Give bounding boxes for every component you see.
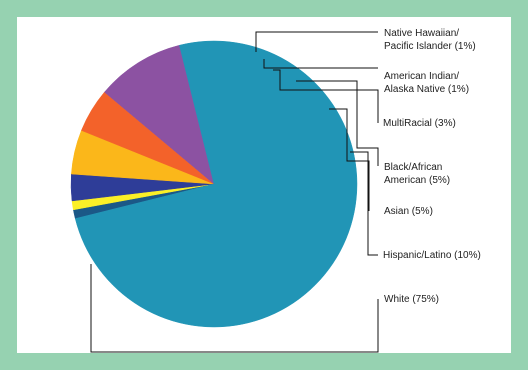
slice-label-1: American Indian/Alaska Native (1%) (384, 71, 469, 95)
slice-label-3: Black/African American (5%) (384, 162, 450, 186)
slice-label-line: Pacific Islander (1%) (384, 41, 476, 52)
leader-lines (90, 31, 379, 353)
slice-label-line: Asian (5%) (384, 206, 433, 217)
slice-label-6: White (75%) (384, 294, 439, 305)
slice-label-line: White (75%) (384, 294, 439, 305)
slice-label-0: Native Hawaiian/Pacific Islander (1%) (384, 28, 476, 52)
slice-label-2: MultiRacial (3%) (383, 118, 456, 129)
slice-label-line: MultiRacial (3%) (383, 118, 456, 129)
leader-line-3 (296, 80, 379, 166)
leader-line-4 (329, 108, 370, 211)
slice-label-line: Native Hawaiian/ (384, 28, 459, 39)
slice-label-line: Hispanic/Latino (10%) (383, 250, 481, 261)
leader-line-5 (350, 151, 378, 256)
slice-label-line: Alaska Native (1%) (384, 84, 469, 95)
pie-slice-5 (104, 44, 215, 185)
slice-label-line: American Indian/ (384, 71, 459, 82)
slice-label-line: American (5%) (384, 175, 450, 186)
leader-line-6 (90, 264, 379, 353)
leader-line-2 (273, 69, 379, 123)
slice-labels: Native Hawaiian/Pacific Islander (1%) Ame… (383, 28, 481, 305)
leader-line-0 (255, 31, 378, 52)
leader-line-1 (263, 59, 378, 69)
pie-slice-6 (74, 40, 358, 328)
slice-label-4: Asian (5%) (384, 206, 433, 217)
slice-label-5: Hispanic/Latino (10%) (383, 250, 481, 261)
slice-label-line: Black/African (384, 162, 442, 173)
pie-slices (70, 40, 358, 328)
